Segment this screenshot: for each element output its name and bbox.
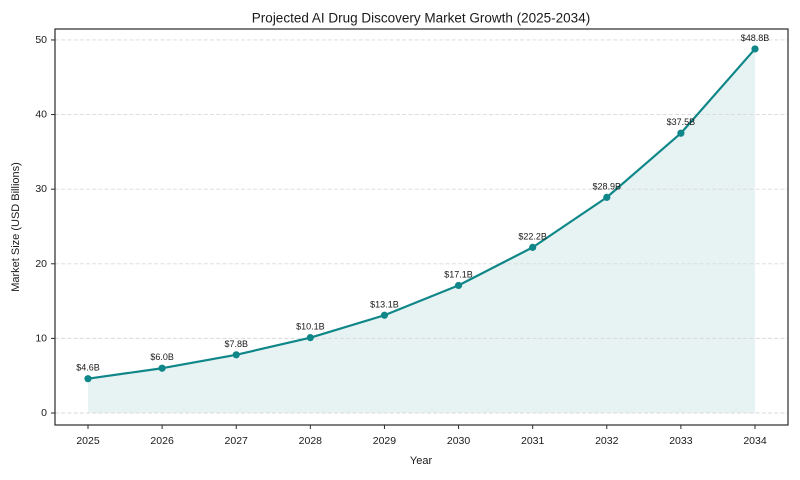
point-label: $6.0B <box>150 352 174 362</box>
y-tick-label: 30 <box>35 183 47 195</box>
y-tick-label: 10 <box>35 332 47 344</box>
data-point-marker <box>677 129 685 137</box>
x-tick-label: 2027 <box>225 435 249 447</box>
trend-line <box>86 47 757 380</box>
point-label: $48.8B <box>741 33 770 43</box>
x-tick-label: 2030 <box>447 435 471 447</box>
chart-title: Projected AI Drug Discovery Market Growt… <box>251 10 591 26</box>
y-tick-label: 20 <box>35 258 47 270</box>
point-label: $17.1B <box>444 269 473 279</box>
data-point-marker <box>751 45 759 53</box>
x-tick-label: 2028 <box>299 435 323 447</box>
data-point-marker <box>84 375 92 383</box>
y-tick-label: 50 <box>35 34 47 46</box>
area-fill <box>88 48 755 413</box>
point-label: $28.9B <box>593 181 622 191</box>
x-axis-label: Year <box>409 455 433 467</box>
y-tick-label: 0 <box>41 407 47 419</box>
data-point-marker <box>306 334 314 342</box>
x-tick-label: 2032 <box>595 435 619 447</box>
data-point-marker <box>158 364 166 372</box>
x-tick-label: 2025 <box>76 435 100 447</box>
data-point-marker <box>232 351 240 359</box>
x-tick-label: 2026 <box>150 435 174 447</box>
x-tick-label: 2031 <box>521 435 545 447</box>
data-point-marker <box>454 281 463 290</box>
plot-border <box>54 28 789 426</box>
data-point-marker <box>380 311 389 319</box>
y-tick-label: 40 <box>35 109 47 121</box>
x-tick-label: 2033 <box>669 435 693 447</box>
x-tick-label: 2029 <box>373 435 397 447</box>
point-label: $13.1B <box>370 299 399 309</box>
point-label: $10.1B <box>296 322 325 332</box>
point-label: $7.8B <box>224 339 248 349</box>
point-label: $22.2B <box>518 231 547 241</box>
point-label: $4.6B <box>76 363 100 373</box>
data-point-marker <box>529 243 537 251</box>
x-tick-label: 2034 <box>743 435 767 447</box>
point-label: $37.5B <box>667 117 696 127</box>
data-point-marker <box>603 193 611 201</box>
